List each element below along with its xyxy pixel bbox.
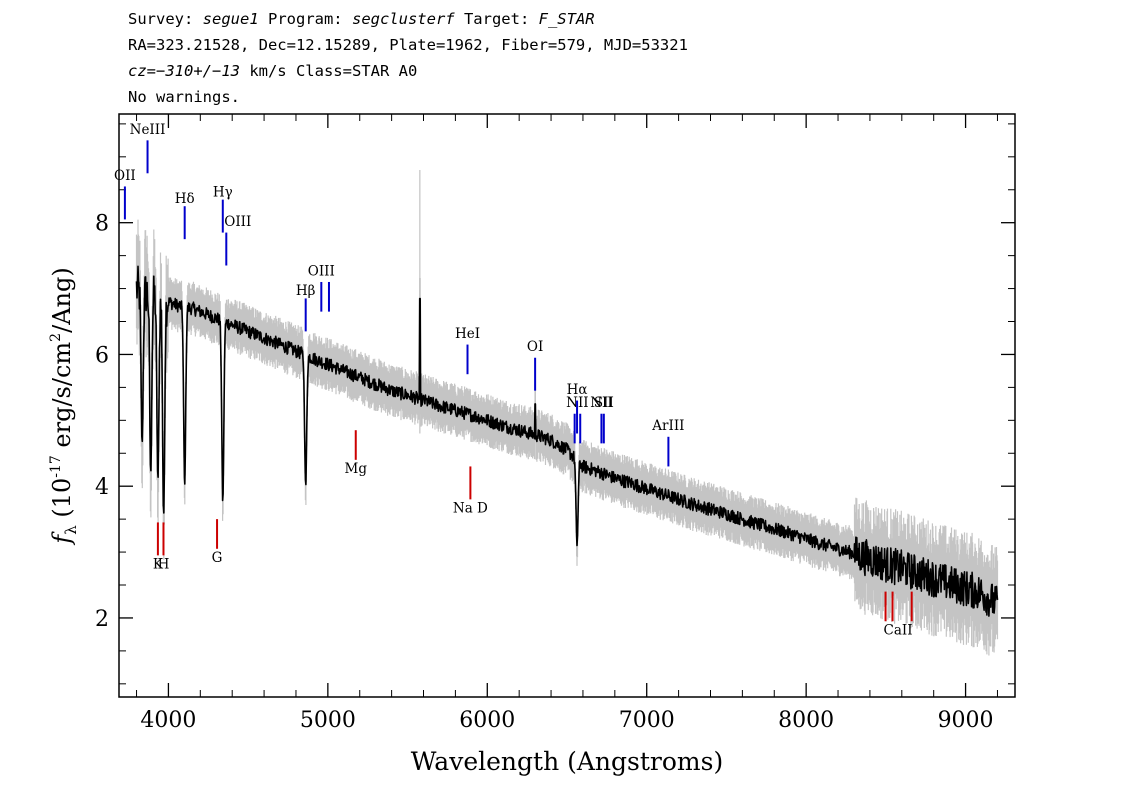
header-line-4: No warnings. bbox=[128, 88, 240, 106]
line-label: H bbox=[158, 557, 170, 573]
header-line-3: cz=−310+/−13 km/s Class=STAR A0 bbox=[128, 62, 417, 80]
line-label: SII bbox=[594, 395, 614, 411]
line-label: ArIII bbox=[651, 418, 684, 434]
y-tick-label: 2 bbox=[95, 607, 109, 632]
line-label: Hγ bbox=[213, 184, 233, 200]
survey-value: segue1 bbox=[202, 10, 259, 28]
line-label: Mg bbox=[345, 461, 368, 477]
cz-value: cz=−310+/−13 bbox=[128, 62, 240, 80]
header-line-1: Survey: segue1 Program: segclusterf Targ… bbox=[128, 10, 595, 28]
program-value: segclusterf bbox=[351, 10, 455, 28]
y-axis-label: fλ (10-17 erg/s/cm2/Ang) bbox=[48, 267, 80, 545]
line-label: Hδ bbox=[175, 191, 195, 207]
line-label: OIII bbox=[308, 263, 335, 279]
line-label: OI bbox=[527, 339, 543, 355]
line-label: Hα bbox=[567, 382, 588, 398]
line-label: HeI bbox=[455, 326, 480, 342]
line-label: K bbox=[153, 557, 164, 573]
x-tick-label: 6000 bbox=[459, 708, 515, 733]
program-label: Program: bbox=[258, 10, 352, 28]
survey-label: Survey: bbox=[128, 10, 203, 28]
y-tick-label: 4 bbox=[95, 475, 109, 500]
y-tick-label: 6 bbox=[95, 343, 109, 368]
line-label: G bbox=[212, 550, 223, 566]
x-tick-label: 7000 bbox=[619, 708, 675, 733]
y-tick-label: 8 bbox=[95, 212, 109, 237]
line-label: CaII bbox=[884, 622, 913, 638]
target-value: F_STAR bbox=[538, 10, 595, 28]
line-label: NII bbox=[590, 395, 612, 411]
x-tick-label: 5000 bbox=[300, 708, 356, 733]
spectrum-line bbox=[135, 265, 999, 617]
error-band bbox=[135, 219, 999, 656]
target-label: Target: bbox=[454, 10, 539, 28]
line-label: OII bbox=[114, 168, 136, 184]
class-info: km/s Class=STAR A0 bbox=[239, 62, 418, 80]
header-line-2: RA=323.21528, Dec=12.15289, Plate=1962, … bbox=[128, 36, 688, 54]
line-label: Hβ bbox=[296, 283, 316, 299]
x-tick-label: 9000 bbox=[938, 708, 994, 733]
line-label: Na D bbox=[453, 501, 488, 517]
plot-frame bbox=[118, 113, 1016, 698]
x-tick-label: 4000 bbox=[140, 708, 196, 733]
x-tick-label: 8000 bbox=[778, 708, 834, 733]
line-label: NeIII bbox=[130, 122, 166, 138]
x-axis-label: Wavelength (Angstroms) bbox=[411, 747, 723, 776]
line-label: OIII bbox=[224, 214, 251, 230]
